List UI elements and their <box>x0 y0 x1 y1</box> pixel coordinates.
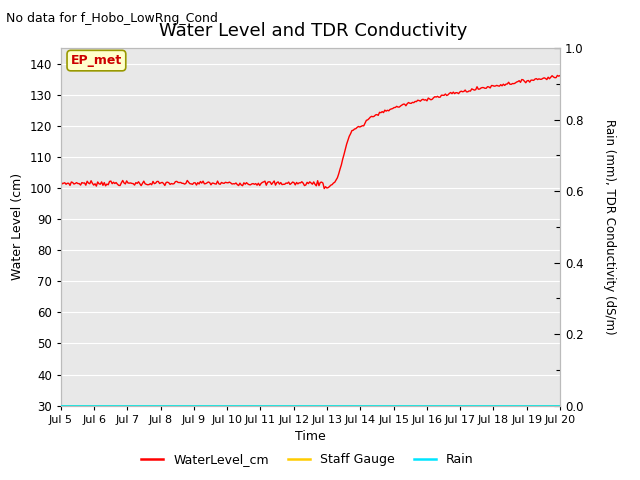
X-axis label: Time: Time <box>295 430 326 443</box>
Y-axis label: Rain (mm), TDR Conductivity (dS/m): Rain (mm), TDR Conductivity (dS/m) <box>603 119 616 335</box>
Legend: WaterLevel_cm, Staff Gauge, Rain: WaterLevel_cm, Staff Gauge, Rain <box>136 448 479 471</box>
Y-axis label: Water Level (cm): Water Level (cm) <box>11 173 24 280</box>
Text: No data for f_Hobo_LowRng_Cond: No data for f_Hobo_LowRng_Cond <box>6 12 218 25</box>
Text: EP_met: EP_met <box>71 54 122 67</box>
Text: Water Level and TDR Conductivity: Water Level and TDR Conductivity <box>159 22 468 40</box>
